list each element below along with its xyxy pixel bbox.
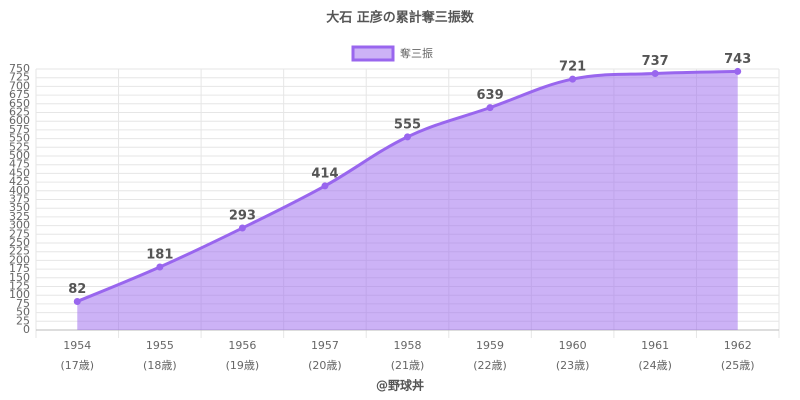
y-tick-label: 375 <box>9 193 30 206</box>
y-tick-label: 100 <box>9 288 30 301</box>
y-tick-label: 425 <box>9 175 30 188</box>
legend-swatch <box>351 45 395 62</box>
x-tick-label: (23歳) <box>556 359 590 372</box>
y-tick-label: 350 <box>9 201 30 214</box>
x-tick-label: 1961 <box>641 339 669 352</box>
y-tick-label: 50 <box>16 306 30 319</box>
y-tick-label: 675 <box>9 88 30 101</box>
chart-title: 大石 正彦の累計奪三振数 <box>326 10 475 26</box>
y-tick-label: 400 <box>9 184 30 197</box>
x-tick-label: 1954 <box>63 339 91 352</box>
data-label: 743 <box>724 52 751 67</box>
point <box>486 104 494 112</box>
x-tick-label: 1957 <box>311 339 339 352</box>
y-tick-label: 500 <box>9 149 30 162</box>
y-tick-label: 75 <box>16 297 30 310</box>
legend-label: 奪三振 <box>400 46 433 60</box>
x-tick-label: 1960 <box>559 339 587 352</box>
point <box>156 263 164 271</box>
point <box>569 75 577 83</box>
y-tick-label: 25 <box>16 314 30 327</box>
data-label: 414 <box>311 166 338 181</box>
x-tick-label: 1955 <box>146 339 174 352</box>
y-tick-label: 650 <box>9 97 30 110</box>
point <box>73 297 81 305</box>
x-tick-label: (20歳) <box>308 359 342 372</box>
y-tick-label: 475 <box>9 158 30 171</box>
y-tick-label: 200 <box>9 253 30 266</box>
x-tick-label: 1956 <box>228 339 256 352</box>
y-tick-label: 175 <box>9 262 30 275</box>
data-label: 721 <box>559 60 586 75</box>
data-label: 737 <box>642 54 669 69</box>
y-tick-label: 525 <box>9 140 30 153</box>
footer: @野球丼 <box>376 378 424 393</box>
y-tick-label: 575 <box>9 123 30 136</box>
x-tick-label: (24歳) <box>638 359 672 372</box>
y-tick-label: 625 <box>9 106 30 119</box>
x-tick-label: (18歳) <box>143 359 177 372</box>
y-tick-label: 750 <box>9 62 30 75</box>
y-tick-label: 600 <box>9 114 30 127</box>
point <box>238 224 246 232</box>
data-label: 555 <box>394 117 421 132</box>
data-label: 639 <box>476 88 503 103</box>
y-tick-label: 450 <box>9 166 30 179</box>
x-tick-label: 1958 <box>394 339 422 352</box>
data-label: 181 <box>146 248 173 263</box>
point <box>734 67 742 75</box>
point <box>651 70 659 78</box>
y-tick-label: 125 <box>9 280 30 293</box>
data-label: 82 <box>68 282 86 297</box>
y-tick-label: 225 <box>9 245 30 258</box>
y-tick-label: 275 <box>9 227 30 240</box>
y-tick-label: 250 <box>9 236 30 249</box>
x-tick-label: 1962 <box>724 339 752 352</box>
data-label: 293 <box>229 209 256 224</box>
x-tick-label: (17歳) <box>60 359 94 372</box>
y-tick-label: 550 <box>9 132 30 145</box>
y-tick-label: 725 <box>9 71 30 84</box>
x-tick-label: (22歳) <box>473 359 507 372</box>
x-tick-label: 1959 <box>476 339 504 352</box>
point <box>321 182 329 190</box>
y-tick-label: 700 <box>9 79 30 92</box>
point <box>404 133 411 141</box>
x-tick-label: (25歳) <box>721 359 755 372</box>
y-tick-label: 150 <box>9 271 30 284</box>
y-tick-label: 300 <box>9 219 30 232</box>
y-tick-label: 325 <box>9 210 30 223</box>
x-tick-label: (21歳) <box>391 359 425 372</box>
area <box>77 71 738 330</box>
y-tick-label: 0 <box>23 323 30 336</box>
x-tick-label: (19歳) <box>226 359 260 372</box>
